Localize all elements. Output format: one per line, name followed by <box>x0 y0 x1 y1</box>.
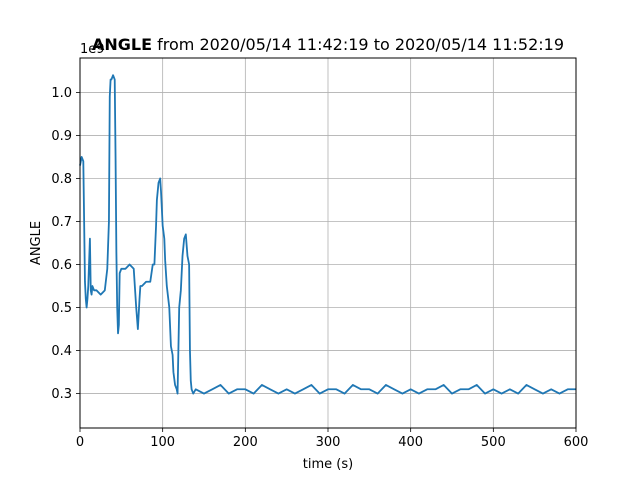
y-tick-label: 0.9 <box>51 129 72 144</box>
x-tick-label: 100 <box>150 435 175 450</box>
y-axis: 0.3 0.4 0.5 0.6 0.7 0.8 0.9 1.0 <box>51 86 80 402</box>
x-axis-label: time (s) <box>303 457 353 472</box>
y-tick-label: 0.5 <box>51 301 72 316</box>
y-tick-label: 0.3 <box>51 387 72 402</box>
x-tick-label: 400 <box>398 435 423 450</box>
y-tick-label: 0.6 <box>51 258 72 273</box>
series-line <box>79 74 576 395</box>
y-offset-label: 1e9 <box>80 42 105 57</box>
x-tick-label: 0 <box>76 435 84 450</box>
chart-title-rest: from 2020/05/14 11:42:19 to 2020/05/14 1… <box>152 35 564 54</box>
y-tick-label: 1.0 <box>51 86 72 101</box>
x-tick-label: 600 <box>564 435 589 450</box>
plot-area <box>79 74 576 395</box>
x-axis: 0 100 200 300 400 500 600 <box>76 428 589 450</box>
x-tick-label: 500 <box>481 435 506 450</box>
x-tick-label: 300 <box>316 435 341 450</box>
y-axis-label: ANGLE <box>29 221 44 265</box>
x-tick-label: 200 <box>233 435 258 450</box>
y-tick-label: 0.4 <box>51 344 72 359</box>
y-tick-label: 0.8 <box>51 172 72 187</box>
grid <box>79 58 577 428</box>
chart-title: ANGLE from 2020/05/14 11:42:19 to 2020/0… <box>92 35 564 54</box>
chart-title-bold: ANGLE <box>92 35 152 54</box>
y-tick-label: 0.7 <box>51 215 72 230</box>
